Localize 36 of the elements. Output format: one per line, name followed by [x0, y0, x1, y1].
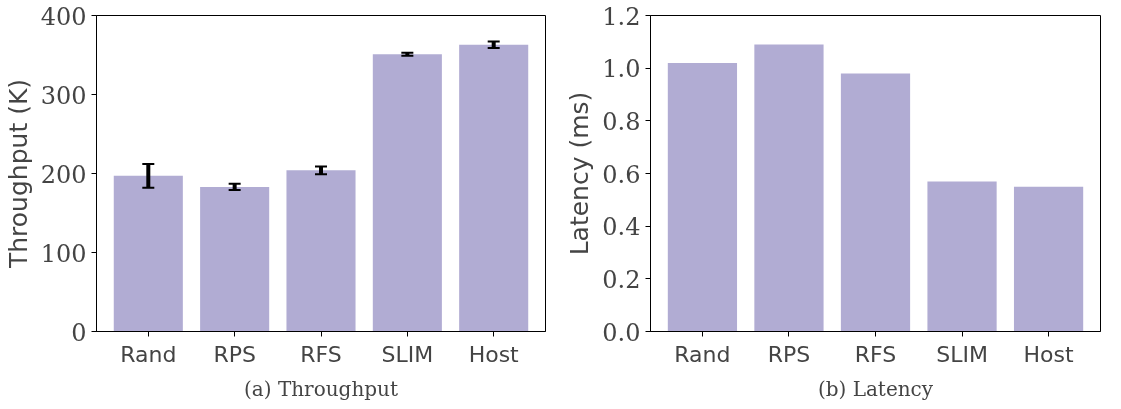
y-tick-label: 0 — [71, 318, 87, 347]
x-tick-label: SLIM — [936, 341, 988, 367]
y-tick-label: 0.6 — [602, 160, 641, 189]
y-tick-label: 100 — [40, 239, 87, 268]
x-tick-label: Host — [468, 341, 520, 367]
x-tick-label: RFS — [854, 341, 897, 367]
bar — [667, 62, 738, 332]
bar — [200, 186, 270, 332]
y-tick-label: 1.2 — [602, 2, 641, 31]
bar — [840, 73, 911, 332]
x-tick-label: Rand — [120, 341, 177, 367]
text: (a) Throughput — [244, 376, 398, 401]
x-tick-label: RFS — [300, 341, 342, 367]
y-axis-title: Throughput (K) — [3, 78, 33, 270]
y-tick-label: 0.0 — [602, 318, 641, 347]
y-tick-label: 0.4 — [602, 213, 641, 242]
bar — [113, 175, 183, 332]
y-tick-label: 0.8 — [602, 107, 641, 136]
text: (b) Latency — [817, 376, 934, 401]
y-tick-label: 200 — [40, 160, 87, 189]
y-tick-label: 1.0 — [602, 55, 641, 84]
y-axis-title: Latency (ms) — [565, 91, 595, 256]
x-tick-label: Host — [1023, 341, 1074, 367]
bar — [286, 170, 356, 332]
y-tick-label: 300 — [40, 81, 87, 110]
y-tick-label: 400 — [40, 2, 87, 31]
bar — [754, 44, 824, 332]
x-tick-label: RPS — [767, 341, 811, 367]
bar — [927, 181, 997, 332]
x-tick-label: SLIM — [381, 341, 434, 367]
bar — [372, 54, 442, 332]
x-tick-label: Rand — [674, 341, 731, 367]
bar — [1013, 186, 1084, 332]
x-tick-label: RPS — [213, 341, 256, 367]
bar — [459, 44, 529, 332]
y-tick-label: 0.2 — [602, 265, 641, 294]
